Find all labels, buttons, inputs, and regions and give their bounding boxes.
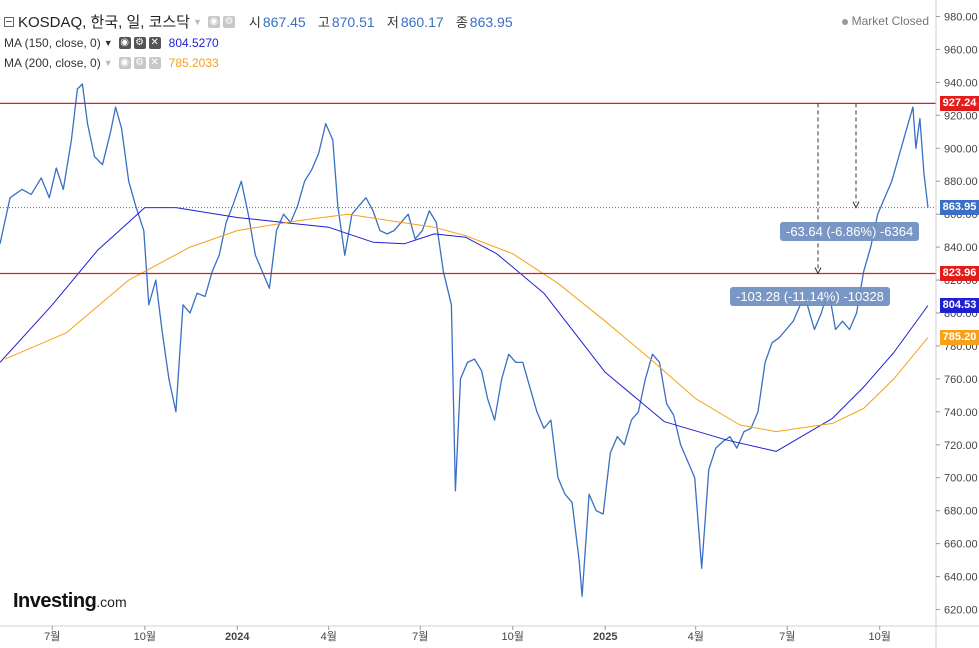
- close-label: 종: [455, 15, 468, 30]
- status-dot-icon: [841, 18, 848, 25]
- low-value: 860.17: [400, 14, 444, 30]
- x-tick-label: 7월: [44, 630, 60, 643]
- price-label-resistance[interactable]: 927.24: [940, 95, 979, 111]
- series-line-0: [0, 83, 929, 597]
- symbol-legend: KOSDAQ, 한국, 일, 코스닥 ▼ ◉ ⚙ 시 867.45 고 870.51…: [4, 11, 513, 32]
- y-tick-label: 720.00: [944, 440, 978, 452]
- horizontal-lines[interactable]: [0, 102, 936, 275]
- symbol-controls: ◉ ⚙: [207, 15, 235, 28]
- y-tick-label: 980.00: [944, 11, 978, 23]
- close-value: 863.95: [469, 14, 513, 30]
- x-tick-label: 7월: [779, 630, 795, 643]
- high-value: 870.51: [331, 14, 375, 30]
- measure-arrow-lower-head: [814, 267, 822, 275]
- high-label: 고: [317, 15, 330, 30]
- low-label: 저: [386, 15, 399, 30]
- open-label: 시: [248, 15, 261, 30]
- market-status: Market Closed: [841, 14, 929, 28]
- y-tick-label: 940.00: [944, 77, 978, 89]
- price-label-support[interactable]: 823.96: [940, 266, 979, 282]
- eye-icon[interactable]: ◉: [118, 57, 131, 69]
- market-status-text: Market Closed: [851, 14, 929, 28]
- x-tick-label: 4월: [688, 630, 704, 643]
- x-tick-label: 2025: [593, 631, 617, 643]
- ma200-label[interactable]: MA (200, close, 0): [4, 56, 101, 70]
- y-tick-label: 960.00: [944, 44, 978, 56]
- measure-arrow-upper-head: [852, 201, 860, 209]
- chevron-down-icon[interactable]: ▼: [103, 58, 113, 68]
- series-line-2: [4, 213, 929, 433]
- x-tick-label: 10월: [134, 630, 156, 643]
- gear-icon[interactable]: ⚙: [222, 15, 235, 28]
- close-icon[interactable]: ✕: [148, 57, 161, 69]
- chevron-down-icon[interactable]: ▼: [193, 16, 202, 27]
- series-layer: [0, 83, 929, 597]
- open-value: 867.45: [262, 14, 306, 30]
- y-tick-label: 700.00: [944, 473, 978, 485]
- investing-logo[interactable]: Investing.com: [13, 590, 127, 613]
- logo-suffix: .com: [96, 594, 127, 610]
- series-line-1: [0, 207, 929, 452]
- y-tick-label: 920.00: [944, 110, 978, 122]
- price-label-last: 863.95: [940, 200, 979, 216]
- y-tick-label: 640.00: [944, 572, 978, 584]
- gear-icon[interactable]: ⚙: [133, 37, 146, 49]
- price-label-ma150: 804.53: [940, 298, 979, 314]
- y-tick-label: 840.00: [944, 242, 978, 254]
- eye-icon[interactable]: ◉: [118, 37, 131, 49]
- y-tick-label: 620.00: [944, 605, 978, 617]
- ohlc-values: 시 867.45 고 870.51 저 860.17 종 863.95: [241, 12, 513, 31]
- x-tick-label: 10월: [502, 630, 524, 643]
- close-icon[interactable]: ✕: [148, 37, 161, 49]
- ma200-controls: ◉ ⚙ ✕: [118, 57, 161, 69]
- chevron-down-icon[interactable]: ▼: [103, 38, 113, 48]
- symbol-name[interactable]: KOSDAQ, 한국, 일, 코스닥: [18, 14, 190, 31]
- ma150-value: 804.5270: [168, 36, 219, 50]
- y-tick-label: 660.00: [944, 539, 978, 551]
- ma200-value: 785.2033: [168, 56, 219, 70]
- measure-label-lower[interactable]: -103.28 (-11.14%) -10328: [730, 287, 890, 306]
- price-label-ma200: 785.20: [940, 329, 979, 345]
- gear-icon[interactable]: ⚙: [133, 57, 146, 69]
- ma150-label[interactable]: MA (150, close, 0): [4, 36, 101, 50]
- x-tick-label: 4월: [321, 630, 337, 643]
- eye-icon[interactable]: ◉: [207, 15, 220, 28]
- y-tick-label: 740.00: [944, 407, 978, 419]
- y-tick-label: 880.00: [944, 176, 978, 188]
- x-tick-label: 10월: [869, 630, 891, 643]
- ma150-legend: MA (150, close, 0) ▼ ◉ ⚙ ✕ 804.5270: [4, 36, 219, 50]
- y-tick-label: 680.00: [944, 506, 978, 518]
- y-tick-label: 900.00: [944, 143, 978, 155]
- x-tick-label: 7월: [412, 630, 428, 643]
- ma200-legend: MA (200, close, 0) ▼ ◉ ⚙ ✕ 785.2033: [4, 56, 219, 70]
- collapse-icon[interactable]: [4, 16, 14, 27]
- ma150-controls: ◉ ⚙ ✕: [118, 37, 161, 49]
- measure-label-upper[interactable]: -63.64 (-6.86%) -6364: [780, 222, 920, 241]
- logo-main: Investing: [13, 590, 97, 612]
- x-tick-label: 2024: [225, 631, 250, 643]
- y-tick-label: 760.00: [944, 374, 978, 386]
